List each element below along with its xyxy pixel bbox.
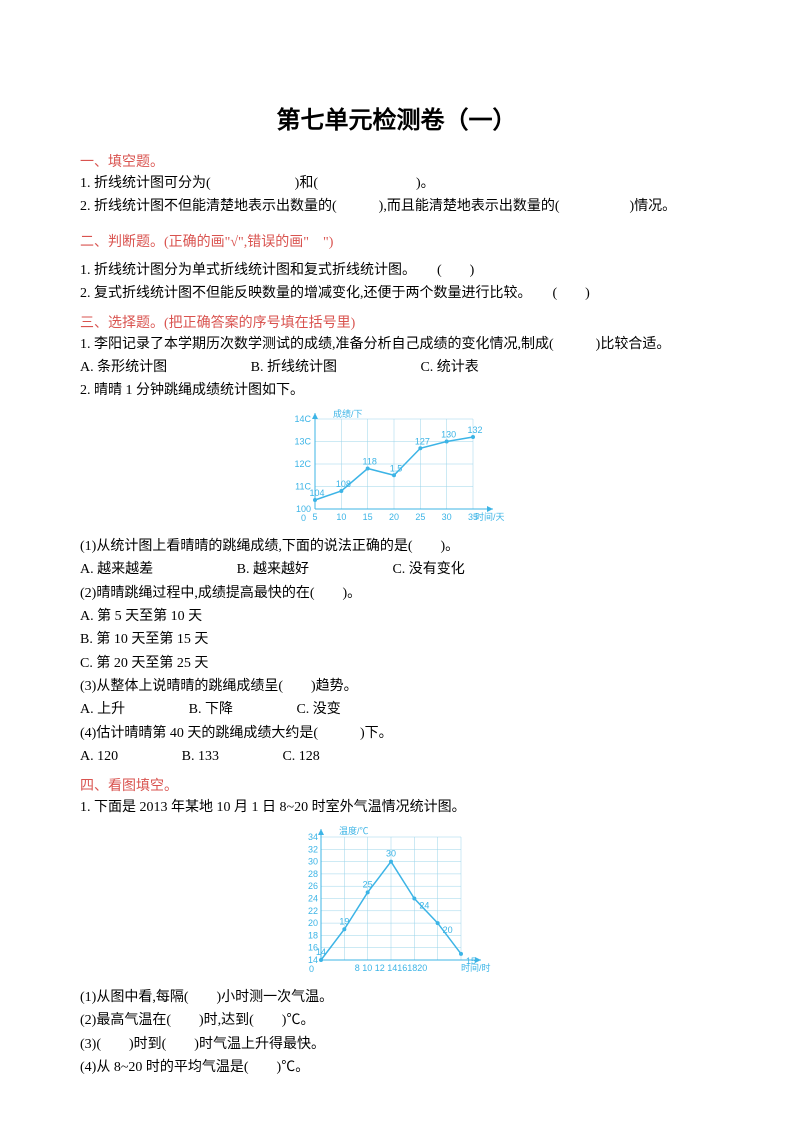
svg-text:0: 0 [309,964,314,974]
svg-text:100: 100 [295,504,310,514]
svg-text:130: 130 [441,429,456,439]
svg-text:24: 24 [307,894,317,904]
section1-header: 一、填空题。 [80,151,713,171]
s4-q1-3: (3)( )时到( )时气温上升得最快。 [80,1034,713,1056]
svg-text:34: 34 [307,832,317,842]
s3-q2-4: (4)估计晴晴第 40 天的跳绳成绩大约是( )下。 [80,723,713,745]
svg-text:20: 20 [307,918,317,928]
s3-q2-4-optB: B. 133 [182,746,219,768]
s3-q2-2: (2)晴晴跳绳过程中,成绩提高最快的在( )。 [80,583,713,605]
svg-text:25: 25 [415,512,425,522]
svg-text:14C: 14C [294,414,311,424]
svg-text:20: 20 [442,925,452,935]
s3-q1-optB: B. 折线统计图 [251,357,337,379]
svg-text:127: 127 [414,436,429,446]
svg-text:24: 24 [419,901,429,911]
svg-text:12C: 12C [294,459,311,469]
svg-text:5: 5 [312,512,317,522]
s1-q2: 2. 折线统计图不但能清楚地表示出数量的( ),而且能清楚地表示出数量的( )情… [80,196,713,218]
s4-q1-2: (2)最高气温在( )时,达到( )℃。 [80,1010,713,1032]
chart1: 010011C12C13C14C5101520253035成绩/下时间/天104… [277,407,517,527]
s3-q2-4-optC: C. 128 [282,746,319,768]
s3-q2-3-optA: A. 上升 [80,699,125,721]
svg-text:28: 28 [307,869,317,879]
s4-q1-4: (4)从 8~20 时的平均气温是( )℃。 [80,1057,713,1079]
svg-text:30: 30 [441,512,451,522]
svg-text:104: 104 [309,488,324,498]
svg-text:118: 118 [362,456,376,466]
page-title: 第七单元检测卷（一） [80,100,713,135]
s3-q2-3-optC: C. 没变 [296,699,340,721]
s4-q1-1: (1)从图中看,每隔( )小时测一次气温。 [80,987,713,1009]
svg-text:32: 32 [307,844,317,854]
s3-q2-3-optB: B. 下降 [189,699,233,721]
s3-q2-2-optC: C. 第 20 天至第 25 天 [80,653,713,675]
s3-q2-1-optB: B. 越来越好 [237,559,309,581]
s3-q2-1-options: A. 越来越差 B. 越来越好 C. 没有变化 [80,559,713,581]
s3-q2-2-optA: A. 第 5 天至第 10 天 [80,606,713,628]
s3-q2: 2. 晴晴 1 分钟跳绳成绩统计图如下。 [80,380,713,402]
chart2-container: 014161820222426283032348 10 12 14161820温… [80,823,713,983]
s3-q2-4-optA: A. 120 [80,746,118,768]
s3-q2-1-optA: A. 越来越差 [80,559,153,581]
svg-text:25: 25 [362,879,372,889]
s1-q1: 1. 折线统计图可分为( )和( )。 [80,173,713,195]
s3-q2-3: (3)从整体上说晴晴的跳绳成绩呈( )趋势。 [80,676,713,698]
s3-q2-4-options: A. 120 B. 133 C. 128 [80,746,713,768]
page-content: 第七单元检测卷（一） 一、填空题。 1. 折线统计图可分为( )和( )。 2.… [0,0,793,1141]
svg-text:22: 22 [307,906,317,916]
svg-text:19: 19 [339,916,349,926]
s4-q1: 1. 下面是 2013 年某地 10 月 1 日 8~20 时室外气温情况统计图… [80,797,713,819]
svg-text:15: 15 [362,512,372,522]
svg-text:18: 18 [307,930,317,940]
svg-text:14: 14 [315,947,325,957]
svg-text:0: 0 [301,513,306,523]
section2-header: 二、判断题。(正确的画"√",错误的画" ") [80,231,713,251]
s3-q2-3-options: A. 上升 B. 下降 C. 没变 [80,699,713,721]
chart1-container: 010011C12C13C14C5101520253035成绩/下时间/天104… [80,407,713,532]
chart2: 014161820222426283032348 10 12 14161820温… [287,823,507,978]
s2-q2: 2. 复式折线统计图不但能反映数量的增减变化,还便于两个数量进行比较。 ( ) [80,283,713,305]
svg-text:15: 15 [465,956,475,966]
svg-text:132: 132 [467,425,482,435]
svg-text:30: 30 [307,857,317,867]
svg-text:26: 26 [307,881,317,891]
svg-text:1.5: 1.5 [389,463,402,473]
svg-text:温度/℃: 温度/℃ [339,825,369,836]
s3-q1: 1. 李阳记录了本学期历次数学测试的成绩,准备分析自己成绩的变化情况,制成( )… [80,334,713,356]
section4-header: 四、看图填空。 [80,775,713,795]
s3-q2-1-optC: C. 没有变化 [392,559,464,581]
s3-q2-1: (1)从统计图上看晴晴的跳绳成绩,下面的说法正确的是( )。 [80,536,713,558]
svg-text:时间/天: 时间/天 [475,511,505,522]
s3-q1-options: A. 条形统计图 B. 折线统计图 C. 统计表 [80,357,713,379]
s3-q1-optA: A. 条形统计图 [80,357,167,379]
s2-q1: 1. 折线统计图分为单式折线统计图和复式折线统计图。 ( ) [80,260,713,282]
svg-text:108: 108 [335,479,350,489]
svg-text:8 10 12 14161820: 8 10 12 14161820 [354,963,427,973]
svg-text:成绩/下: 成绩/下 [333,408,363,419]
svg-text:13C: 13C [294,436,311,446]
s3-q1-optC: C. 统计表 [420,357,478,379]
section3-header: 三、选择题。(把正确答案的序号填在括号里) [80,312,713,332]
svg-text:10: 10 [336,512,346,522]
svg-text:20: 20 [388,512,398,522]
svg-text:30: 30 [385,849,395,859]
s3-q2-2-optB: B. 第 10 天至第 15 天 [80,629,713,651]
